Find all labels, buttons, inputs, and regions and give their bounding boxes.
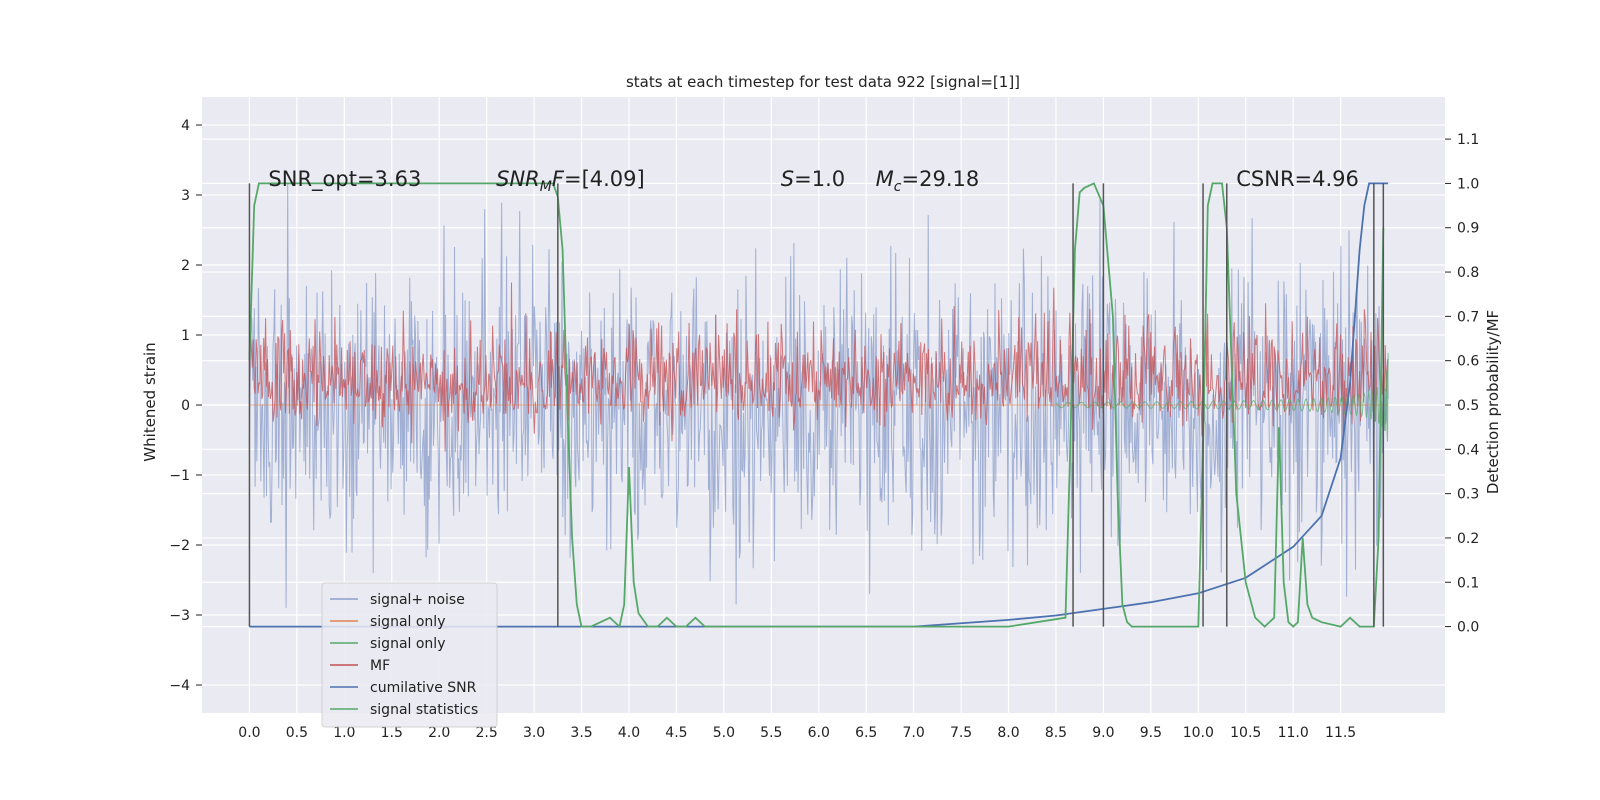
legend: signal+ noise signal only signal only MF cum…: [321, 582, 498, 728]
y-right-tick-label: 0.7: [1457, 309, 1479, 325]
series-signal-statistics: [248, 182, 1385, 629]
y-right-tick-label: 0.9: [1457, 221, 1479, 237]
series-signal-only-green: [1055, 353, 1389, 442]
y-left-tick-label: −2: [169, 538, 190, 554]
x-tick-label: 7.5: [950, 725, 972, 741]
y-right-tick-label: 1.1: [1457, 132, 1479, 148]
x-tick-label: 3.5: [570, 725, 592, 741]
x-tick-label: 4.5: [665, 725, 687, 741]
x-tick-label: 6.5: [855, 725, 877, 741]
legend-label: signal statistics: [370, 702, 478, 718]
y-left-tick-label: 2: [181, 258, 190, 274]
x-tick-label: 8.5: [1045, 725, 1067, 741]
annotation-text: S=1.0: [781, 167, 845, 191]
y-right-tick-label: 0.1: [1457, 575, 1479, 591]
x-tick-label: 8.0: [997, 725, 1019, 741]
y-right-tick-label: 0.3: [1457, 487, 1479, 503]
annotation-text: Mc=29.18: [876, 167, 980, 195]
legend-label: signal only: [370, 636, 445, 652]
x-tick-label: 1.0: [333, 725, 355, 741]
series-mf: [248, 282, 1389, 452]
x-tick-label: 9.5: [1140, 725, 1162, 741]
x-tick-label: 5.0: [713, 725, 735, 741]
y-axis-right-label: Detection probability/MF: [1484, 310, 1502, 494]
legend-label: signal only: [370, 614, 445, 630]
legend-label: cumilative SNR: [370, 680, 477, 696]
x-tick-label: 9.0: [1092, 725, 1114, 741]
y-right-tick-label: 0.8: [1457, 265, 1479, 281]
y-left-tick-label: 0: [181, 398, 190, 414]
x-tick-label: 10.5: [1230, 725, 1261, 741]
x-tick-label: 5.5: [760, 725, 782, 741]
x-tick-label: 1.5: [381, 725, 403, 741]
annotation-text: CSNR=4.96: [1236, 167, 1359, 191]
y-left-tick-label: −3: [169, 608, 190, 624]
y-right-tick-label: 0.4: [1457, 442, 1479, 458]
y-right-tick-label: 1.0: [1457, 176, 1479, 192]
x-tick-label: 7.0: [903, 725, 925, 741]
chart-title: stats at each timestep for test data 922…: [626, 73, 1020, 91]
x-axis: 0.0 0.5 1.0 1.5 2.0 2.5 3.0 3.5 4.0 4.5 5.0 5.5 6.0 6…: [238, 725, 1356, 741]
series-signal-noise: [248, 183, 1389, 608]
x-tick-label: 2.0: [428, 725, 450, 741]
y-right-tick-label: 0.0: [1457, 620, 1479, 636]
x-tick-label: 0.0: [238, 725, 260, 741]
x-tick-label: 4.0: [618, 725, 640, 741]
vertical-markers: [248, 183, 1385, 627]
y-left-tick-label: 3: [181, 188, 190, 204]
series-layer: [248, 182, 1389, 629]
y-axis-left-label: Whitened strain: [141, 342, 159, 461]
y-axis-right: 0.0 0.1 0.2 0.3 0.4 0.5 0.6 0.7 0.8 0.9 1.0 1.1: [1445, 132, 1479, 636]
series-cumulative-snr: [249, 182, 1389, 628]
x-tick-label: 11.0: [1278, 725, 1309, 741]
y-left-tick-label: 1: [181, 328, 190, 344]
annotations: SNR_opt=3.63 SNRMF=[4.09] S=1.0 Mc=29.18 CSN…: [268, 167, 1358, 195]
x-tick-label: 11.5: [1325, 725, 1356, 741]
legend-box: [321, 582, 498, 728]
y-left-tick-label: 4: [181, 118, 190, 134]
x-tick-label: 2.5: [476, 725, 498, 741]
annotation-text: SNR_opt=3.63: [268, 167, 421, 192]
y-left-tick-label: −1: [169, 468, 190, 484]
y-right-tick-label: 0.2: [1457, 531, 1479, 547]
legend-label: MF: [370, 658, 390, 674]
x-tick-label: 10.0: [1183, 725, 1214, 741]
y-right-tick-label: 0.5: [1457, 398, 1479, 414]
annotation-text: SNRMF=[4.09]: [496, 167, 645, 195]
x-tick-label: 6.0: [808, 725, 830, 741]
y-axis-left: −4 −3 −2 −1 0 1 2 3 4: [169, 118, 202, 694]
y-left-tick-label: −4: [169, 678, 190, 694]
legend-label: signal+ noise: [370, 592, 465, 608]
x-tick-label: 0.5: [286, 725, 308, 741]
y-right-tick-label: 0.6: [1457, 354, 1479, 370]
x-tick-label: 3.0: [523, 725, 545, 741]
